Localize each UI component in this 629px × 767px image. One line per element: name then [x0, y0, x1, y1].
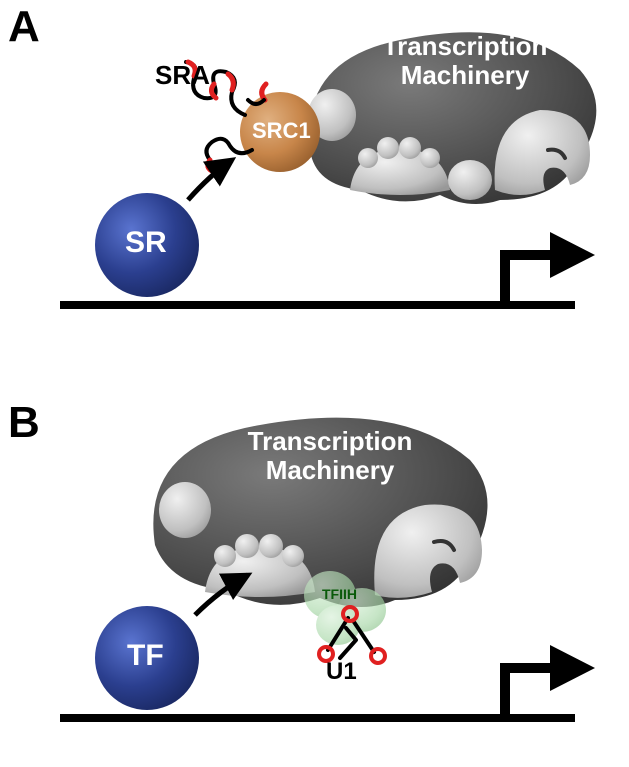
- tss-arrow-a: [505, 255, 555, 305]
- src1-label: SRC1: [252, 118, 311, 144]
- sra-label: SRA: [155, 60, 210, 91]
- machinery-b-label: Transcription Machinery: [215, 427, 445, 484]
- tfiih-label: TFIIH: [322, 586, 357, 602]
- panel-a-label: A: [8, 2, 40, 52]
- sr-label: SR: [125, 226, 167, 260]
- tss-arrowhead-a: [550, 232, 595, 278]
- tf-label: TF: [127, 639, 164, 673]
- figure-svg: [0, 0, 629, 767]
- tss-arrow-b: [505, 668, 555, 718]
- u1-label: U1: [326, 658, 357, 686]
- machinery-a-label: Transcription Machinery: [365, 32, 565, 89]
- panel-b-label: B: [8, 398, 40, 448]
- tss-arrowhead-b: [550, 645, 595, 691]
